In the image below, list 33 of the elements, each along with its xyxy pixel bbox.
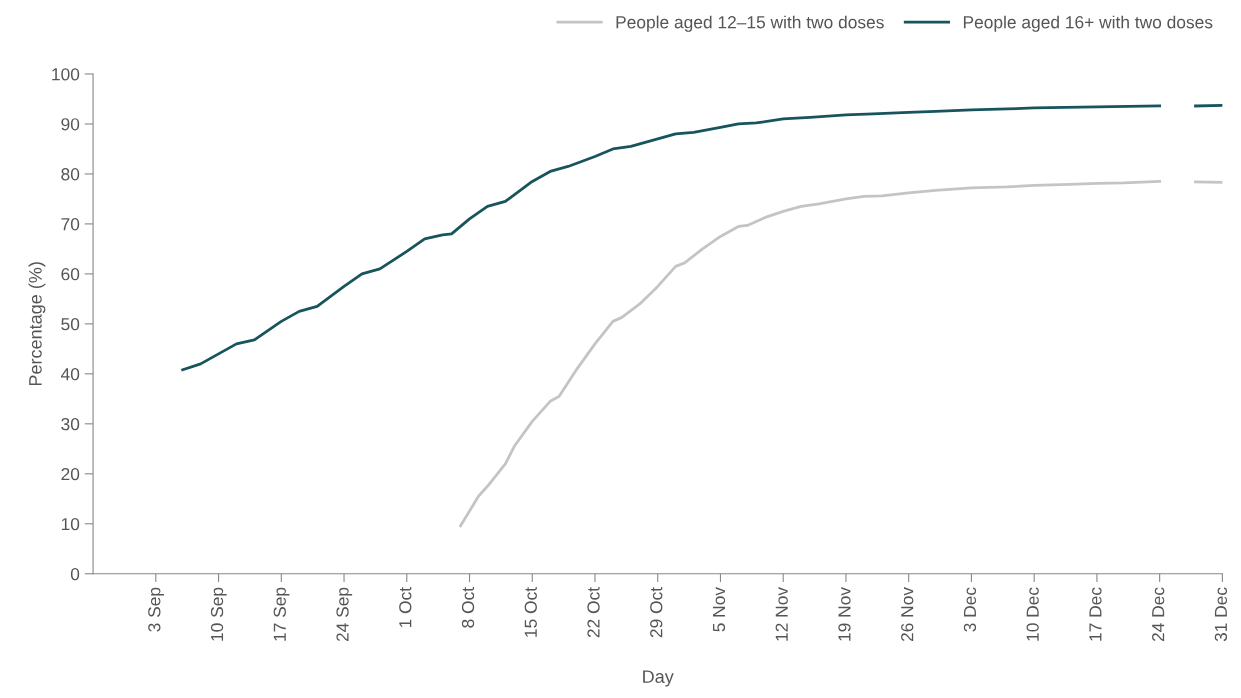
y-axis-title: Percentage (%) bbox=[28, 262, 46, 386]
y-tick-label: 20 bbox=[61, 467, 80, 481]
legend-label: People aged 16+ with two doses bbox=[963, 15, 1213, 32]
x-axis-title: Day bbox=[643, 670, 674, 687]
y-tick-label: 100 bbox=[52, 68, 80, 81]
x-tick-label: 15 Oct bbox=[524, 587, 537, 637]
x-tick-label: 19 Nov bbox=[838, 587, 851, 641]
x-tick-label: 1 Oct bbox=[399, 587, 412, 628]
y-tick-label: 0 bbox=[70, 567, 80, 581]
x-tick-label: 3 Dec bbox=[963, 587, 977, 632]
y-tick-label: 60 bbox=[61, 268, 80, 281]
y-tick-label: 80 bbox=[61, 168, 80, 181]
x-tick-label: 24 Dec bbox=[1152, 587, 1165, 642]
x-tick-label: 26 Nov bbox=[901, 587, 914, 642]
x-tick-label: 29 Oct bbox=[650, 587, 663, 638]
x-tick-label: 5 Nov bbox=[713, 587, 726, 632]
legend-label: People aged 12–15 with two doses bbox=[616, 15, 884, 32]
x-tick-label: 12 Nov bbox=[775, 587, 788, 641]
x-tick-label: 10 Sep bbox=[210, 587, 227, 641]
y-tick-label: 10 bbox=[61, 517, 80, 531]
x-tick-label: 31 Dec bbox=[1214, 587, 1228, 642]
y-tick-label: 90 bbox=[61, 118, 80, 131]
y-tick-label: 70 bbox=[61, 218, 80, 231]
y-tick-label: 40 bbox=[60, 368, 80, 381]
x-tick-label: 17 Sep bbox=[273, 587, 290, 641]
x-tick-label: 17 Dec bbox=[1089, 587, 1102, 641]
x-tick-label: 8 Oct bbox=[461, 587, 475, 628]
y-tick-label: 30 bbox=[61, 417, 80, 431]
x-tick-label: 3 Sep bbox=[148, 587, 164, 632]
x-tick-label: 10 Dec bbox=[1026, 587, 1039, 641]
x-tick-label: 24 Sep bbox=[336, 587, 353, 642]
x-tick-label: 22 Oct bbox=[587, 587, 600, 638]
y-tick-label: 50 bbox=[61, 318, 80, 331]
